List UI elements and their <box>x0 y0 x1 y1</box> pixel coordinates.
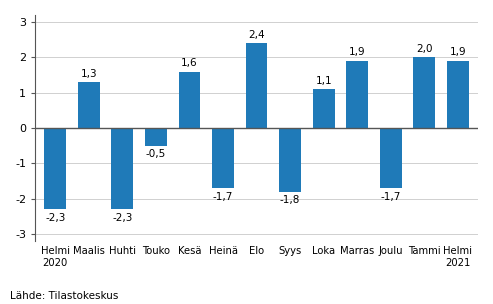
Text: 1,1: 1,1 <box>316 76 332 86</box>
Bar <box>313 89 335 128</box>
Text: -2,3: -2,3 <box>112 213 133 223</box>
Text: 1,6: 1,6 <box>181 58 198 68</box>
Text: -1,7: -1,7 <box>381 192 401 202</box>
Text: 2,4: 2,4 <box>248 30 265 40</box>
Bar <box>145 128 167 146</box>
Bar <box>78 82 100 128</box>
Bar <box>44 128 66 209</box>
Text: 1,9: 1,9 <box>450 47 466 57</box>
Bar <box>212 128 234 188</box>
Text: -0,5: -0,5 <box>146 149 166 159</box>
Bar <box>414 57 435 128</box>
Bar <box>111 128 133 209</box>
Text: 1,9: 1,9 <box>349 47 365 57</box>
Text: 1,3: 1,3 <box>80 69 97 79</box>
Text: -2,3: -2,3 <box>45 213 66 223</box>
Bar <box>380 128 402 188</box>
Bar <box>447 61 469 128</box>
Text: 2,0: 2,0 <box>416 44 432 54</box>
Text: Lähde: Tilastokeskus: Lähde: Tilastokeskus <box>10 291 118 301</box>
Bar <box>279 128 301 192</box>
Bar <box>178 71 200 128</box>
Text: -1,8: -1,8 <box>280 195 300 205</box>
Bar <box>346 61 368 128</box>
Bar <box>246 43 268 128</box>
Text: -1,7: -1,7 <box>213 192 233 202</box>
